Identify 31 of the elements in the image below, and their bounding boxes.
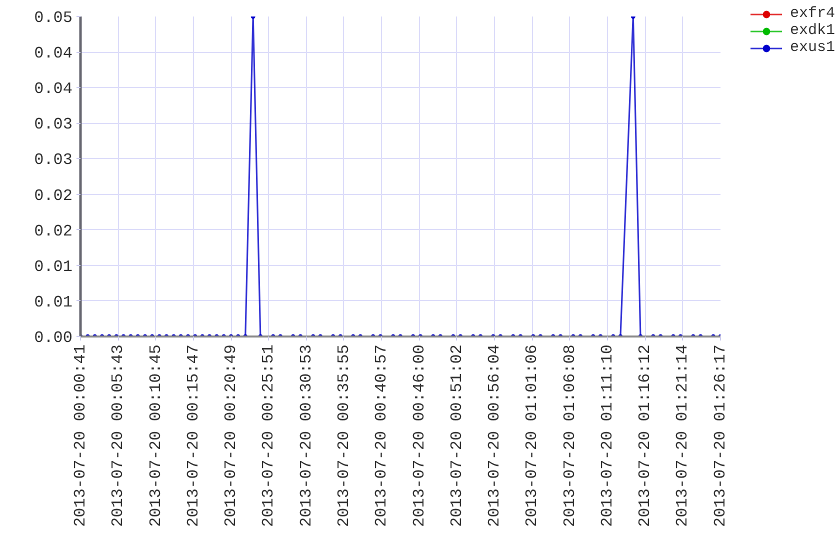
x-tick-label: 2013-07-20 00:56:04	[486, 344, 504, 527]
y-tick-label: 0.03	[34, 151, 72, 170]
legend-label: exdk1	[790, 22, 836, 39]
y-tick-label: 0.04	[34, 44, 72, 63]
x-tick-label: 2013-07-20 00:30:53	[297, 344, 316, 527]
x-tick-label: 2013-07-20 01:26:17	[712, 344, 730, 527]
x-tick-label: 2013-07-20 00:40:57	[372, 344, 391, 527]
x-tick-label: 2013-07-20 00:05:43	[109, 344, 128, 527]
x-tick-label: 2013-07-20 00:35:55	[334, 344, 353, 527]
x-tick-label: 2013-07-20 01:16:12	[636, 344, 654, 527]
x-tick-label: 2013-07-20 00:10:45	[146, 344, 165, 527]
y-tick-label: 0.03	[34, 116, 72, 134]
y-tick-label: 0.05	[34, 9, 72, 27]
x-tick-label: 2013-07-20 00:15:47	[184, 344, 202, 527]
x-tick-label: 2013-07-20 00:00:41	[72, 344, 90, 527]
legend-label: exfr4	[790, 5, 836, 22]
x-tick-label: 2013-07-20 01:11:10	[598, 344, 616, 527]
y-tick-label: 0.02	[34, 222, 72, 240]
y-tick-label: 0.04	[34, 80, 72, 98]
x-tick-label: 2013-07-20 01:06:08	[560, 344, 579, 527]
x-tick-label: 2013-07-20 01:01:06	[523, 344, 542, 527]
x-tick-label: 2013-07-20 00:46:00	[410, 344, 428, 527]
y-tick-label: 0.00	[34, 329, 72, 347]
x-tick-label: 2013-07-20 01:21:14	[674, 344, 692, 527]
y-tick-label: 0.02	[34, 186, 72, 205]
y-tick-label: 0.01	[34, 258, 72, 276]
x-tick-label: 2013-07-20 00:25:51	[260, 344, 278, 527]
legend-label: exus1	[790, 39, 836, 56]
x-tick-label: 2013-07-20 00:20:49	[222, 344, 240, 527]
x-tick-label: 2013-07-20 00:51:02	[448, 344, 466, 527]
y-tick-label: 0.01	[34, 293, 72, 312]
